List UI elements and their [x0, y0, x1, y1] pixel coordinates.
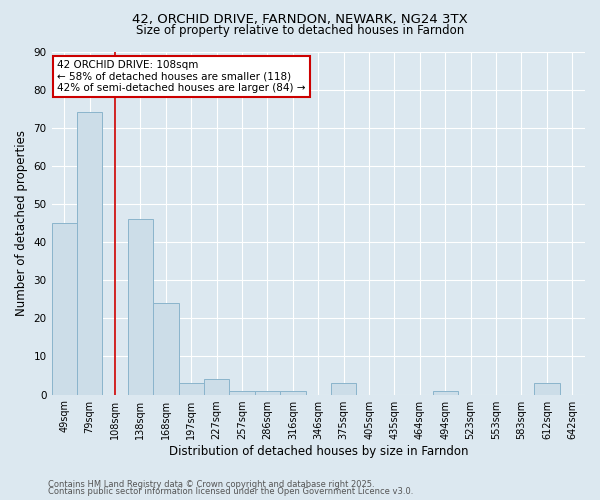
- X-axis label: Distribution of detached houses by size in Farndon: Distribution of detached houses by size …: [169, 444, 468, 458]
- Text: 42 ORCHID DRIVE: 108sqm
← 58% of detached houses are smaller (118)
42% of semi-d: 42 ORCHID DRIVE: 108sqm ← 58% of detache…: [57, 60, 305, 94]
- Text: Contains public sector information licensed under the Open Government Licence v3: Contains public sector information licen…: [48, 488, 413, 496]
- Bar: [534, 383, 560, 394]
- Bar: [77, 112, 103, 394]
- Text: Contains HM Land Registry data © Crown copyright and database right 2025.: Contains HM Land Registry data © Crown c…: [48, 480, 374, 489]
- Y-axis label: Number of detached properties: Number of detached properties: [15, 130, 28, 316]
- Bar: [255, 391, 280, 394]
- Text: 42, ORCHID DRIVE, FARNDON, NEWARK, NG24 3TX: 42, ORCHID DRIVE, FARNDON, NEWARK, NG24 …: [132, 12, 468, 26]
- Bar: [229, 391, 255, 394]
- Bar: [204, 380, 229, 394]
- Bar: [179, 383, 204, 394]
- Bar: [331, 383, 356, 394]
- Text: Size of property relative to detached houses in Farndon: Size of property relative to detached ho…: [136, 24, 464, 37]
- Bar: [52, 223, 77, 394]
- Bar: [128, 219, 153, 394]
- Bar: [153, 303, 179, 394]
- Bar: [433, 391, 458, 394]
- Bar: [280, 391, 305, 394]
